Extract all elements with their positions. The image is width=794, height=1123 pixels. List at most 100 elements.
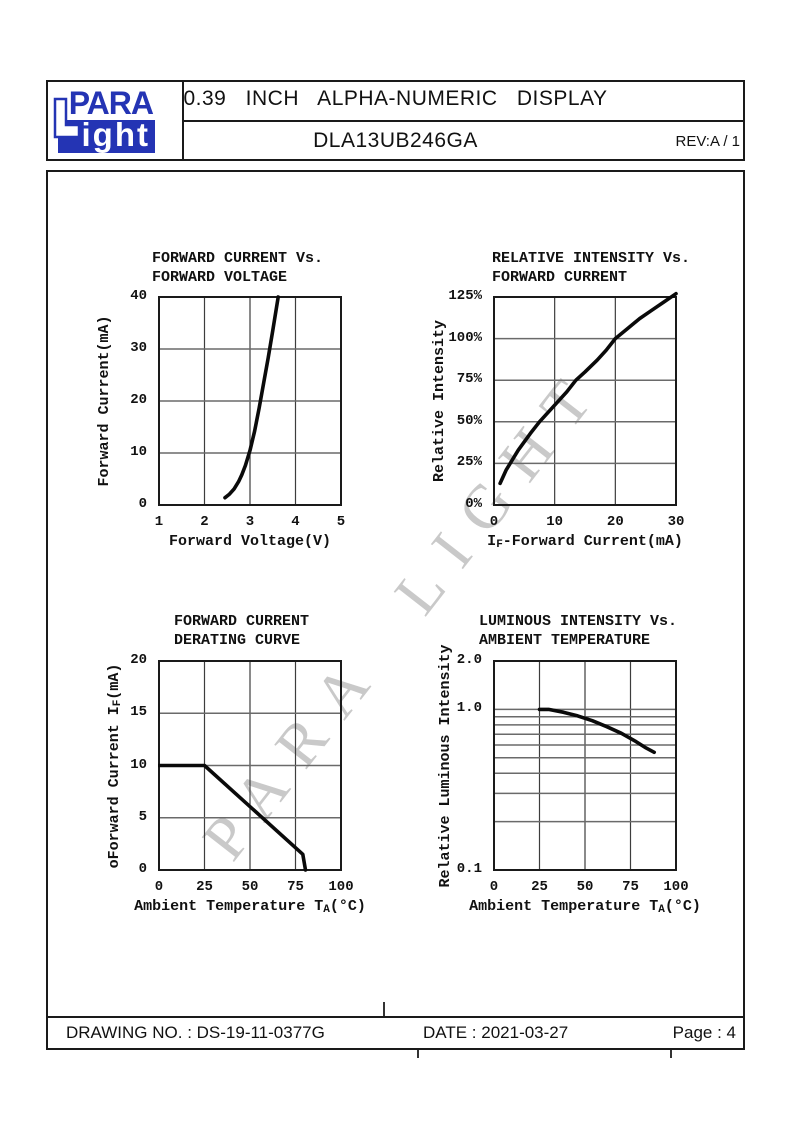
document-title: 0.39 INCH ALPHA-NUMERIC DISPLAY	[183, 87, 608, 110]
date: DATE : 2021-03-27	[423, 1023, 569, 1042]
x-tick-label: 3	[245, 514, 255, 530]
x-axis-label: IF-Forward Current(mA)	[415, 533, 755, 551]
chart-title-line: RELATIVE INTENSITY Vs.	[492, 250, 691, 267]
chart-fc-derating	[158, 660, 342, 872]
header	[46, 80, 745, 161]
x-tick-label: 0	[489, 514, 499, 530]
x-tick-label: 50	[576, 879, 594, 895]
y-tick-label: 20	[130, 652, 147, 668]
x-tick-label: 25	[196, 879, 213, 895]
y-tick-label: 1.0	[456, 700, 482, 717]
x-tick-label: 75	[622, 879, 639, 895]
plot-border	[493, 660, 677, 871]
y-tick-label: 2.0	[456, 652, 482, 668]
chart-title-line: FORWARD VOLTAGE	[152, 269, 288, 286]
plot-border	[158, 296, 342, 506]
scan-artifact-line	[417, 1050, 419, 1058]
x-axis-label: Forward Voltage(V)	[80, 533, 420, 550]
axis-label-text: oForward Current I	[106, 706, 123, 869]
logo-l-icon	[53, 97, 81, 139]
logo-para-text: PARA	[58, 87, 155, 120]
scan-artifact-line	[670, 1050, 672, 1058]
y-tick-label: 0	[138, 496, 147, 512]
chart-title: LUMINOUS INTENSITY Vs. AMBIENT TEMPERATUR…	[479, 612, 677, 650]
x-axis-label: Ambient Temperature TA(°C)	[80, 898, 420, 916]
x-tick-label: 10	[546, 514, 564, 530]
data-curve	[498, 291, 678, 486]
y-axis-label: oForward Current IF(mA)	[106, 556, 126, 976]
scan-artifact-line	[383, 1002, 385, 1016]
chart-title-line: FORWARD CURRENT Vs.	[152, 250, 324, 267]
x-tick-label: 1	[154, 514, 164, 530]
x-tick-label: 100	[663, 879, 689, 895]
y-axis-label: Relative Intensity	[431, 191, 451, 611]
chart-title: FORWARD CURRENT Vs. FORWARD VOLTAGE	[152, 249, 323, 287]
axis-label-text: Ambient Temperature T	[469, 898, 659, 915]
chart-title-line: FORWARD CURRENT	[174, 613, 310, 630]
x-tick-label: 100	[328, 879, 354, 895]
y-tick-label: 75%	[456, 371, 482, 388]
x-axis-label: Ambient Temperature TA(°C)	[415, 898, 755, 916]
header-divider-vertical	[182, 82, 184, 159]
y-tick-label: 20	[130, 392, 147, 408]
y-tick-label: 0.1	[456, 861, 482, 877]
y-tick-label: 125%	[448, 288, 482, 304]
y-tick-label: 40	[130, 288, 147, 304]
content-frame	[46, 170, 745, 1050]
x-tick-label: 0	[489, 879, 499, 895]
drawing-number: DRAWING NO. : DS-19-11-0377G	[66, 1023, 325, 1042]
chart-title-line: DERATING CURVE	[174, 632, 301, 649]
footer: DRAWING NO. : DS-19-11-0377G DATE : 2021…	[46, 1023, 745, 1049]
y-tick-label: 25%	[456, 454, 482, 471]
x-tick-label: 0	[154, 879, 164, 895]
x-tick-label: 5	[336, 514, 346, 530]
axis-label-text: Forward Current(mA)	[96, 315, 113, 487]
y-tick-label: 100%	[448, 329, 482, 346]
x-tick-label: 75	[287, 879, 304, 895]
axis-label-text: Ambient Temperature T	[134, 898, 324, 915]
axis-label-text: I	[487, 533, 497, 550]
x-tick-label: 30	[667, 514, 685, 530]
axis-label-text: Relative Luminous Intensity	[437, 644, 454, 888]
plot-border	[493, 296, 677, 506]
chart-title-line: LUMINOUS INTENSITY Vs.	[479, 613, 678, 630]
y-tick-label: 0%	[465, 496, 482, 512]
x-tick-label: 20	[606, 514, 624, 530]
axis-label-subscript: F	[496, 539, 503, 551]
page-number: Page : 4	[672, 1023, 736, 1042]
axis-label-text: (mA)	[106, 663, 123, 700]
data-curve	[158, 763, 308, 872]
chart-ri-vs-if	[493, 291, 678, 506]
data-curve	[537, 707, 656, 755]
axis-label-subscript: A	[658, 904, 665, 916]
part-number: DLA13UB246GA	[313, 129, 478, 152]
chart-title-line: FORWARD CURRENT	[492, 269, 628, 286]
x-tick-label: 2	[200, 514, 209, 530]
axis-label-text: (°C)	[664, 898, 701, 915]
axis-label-text: (°C)	[329, 898, 366, 915]
y-axis-label: Relative Luminous Intensity	[437, 556, 457, 976]
x-tick-label: 4	[291, 514, 300, 530]
y-tick-label: 5	[138, 808, 147, 825]
y-tick-label: 10	[130, 444, 147, 460]
logo: PARA ight	[53, 87, 155, 153]
revision: REV:A / 1	[675, 133, 740, 150]
y-axis-label: Forward Current(mA)	[96, 191, 116, 611]
header-divider-horizontal	[184, 120, 743, 122]
chart-fc-vs-fv	[158, 295, 342, 506]
chart-li-vs-ta	[493, 660, 677, 871]
axis-label-text: Forward Voltage(V)	[168, 533, 332, 550]
y-tick-label: 50%	[456, 412, 482, 429]
y-tick-label: 10	[130, 756, 147, 773]
x-tick-label: 25	[531, 879, 548, 895]
chart-title: RELATIVE INTENSITY Vs. FORWARD CURRENT	[492, 249, 690, 287]
y-tick-label: 30	[130, 340, 147, 356]
axis-label-text: Relative Intensity	[431, 319, 448, 483]
axis-label-subscript: A	[323, 904, 330, 916]
y-tick-label: 15	[130, 704, 147, 721]
axis-label-subscript: F	[112, 699, 124, 707]
axis-label-text: -Forward Current(mA)	[502, 533, 683, 550]
chart-title-line: AMBIENT TEMPERATURE	[479, 632, 651, 649]
